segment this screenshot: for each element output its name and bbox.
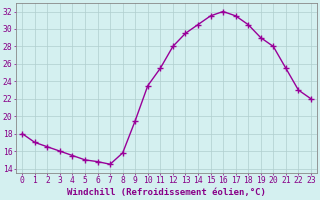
X-axis label: Windchill (Refroidissement éolien,°C): Windchill (Refroidissement éolien,°C) bbox=[67, 188, 266, 197]
